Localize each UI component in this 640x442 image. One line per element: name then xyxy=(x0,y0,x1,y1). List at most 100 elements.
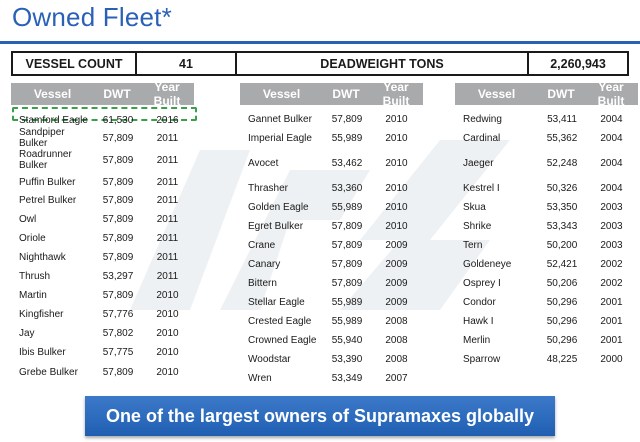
vessel-name: Stellar Eagle xyxy=(248,297,305,308)
vessel-year-built: 2016 xyxy=(156,114,179,126)
vessel-dwt: 50,296 xyxy=(546,297,578,308)
vessel-dwt: 57,809 xyxy=(102,366,134,378)
vessel-dwt: 55,989 xyxy=(331,297,363,308)
vessel-dwt: 53,297 xyxy=(102,270,134,282)
vessel-year-built: 2008 xyxy=(385,354,408,365)
vessel-dwt: 55,362 xyxy=(546,133,578,144)
vessel-dwt: 57,809 xyxy=(102,176,134,188)
vessel-year-built: 2003 xyxy=(600,240,623,251)
table-row: Kestrel I 50,326 2004 xyxy=(455,183,638,194)
vessel-name: Merlin xyxy=(463,335,491,346)
vessel-year-built: 2004 xyxy=(600,133,623,144)
vessel-dwt: 50,326 xyxy=(546,183,578,194)
vessel-year-built: 2001 xyxy=(600,297,623,308)
table-row: Cardinal 55,362 2004 xyxy=(455,133,638,144)
vessel-dwt: 53,411 xyxy=(547,114,577,125)
table-row: Martin 57,809 2010 xyxy=(11,288,194,302)
vessel-dwt: 57,809 xyxy=(102,251,134,263)
vessel-year-built: 2001 xyxy=(600,316,623,327)
vessel-dwt: 50,200 xyxy=(546,240,578,251)
table-row: Imperial Eagle 55,989 2010 xyxy=(240,133,423,144)
table-header: Vessel DWT Year Built xyxy=(240,80,423,108)
vessel-year-built: 2011 xyxy=(156,176,179,188)
table-row: Avocet 53,462 2010 xyxy=(240,158,423,169)
vessel-name: Ibis Bulker xyxy=(19,346,66,358)
vessel-dwt: 57,809 xyxy=(331,278,363,289)
summary-banner: One of the largest owners of Supramaxes … xyxy=(85,396,555,436)
table-row: Wren 53,349 2007 xyxy=(240,373,423,384)
vessel-year-built: 2010 xyxy=(385,183,408,194)
vessel-name: Petrel Bulker xyxy=(19,194,77,206)
table-row: Stamford Eagle 61,530 2016 xyxy=(11,114,194,126)
vessel-year-built: 2009 xyxy=(385,278,408,289)
vessel-name: Crane xyxy=(248,240,276,251)
vessel-year-built: 2004 xyxy=(600,114,623,125)
table-row: Merlin 50,296 2001 xyxy=(455,335,638,346)
table-row: Thrasher 53,360 2010 xyxy=(240,183,423,194)
vessel-year-built: 2011 xyxy=(156,270,179,282)
vessel-name: Martin xyxy=(19,289,47,301)
vessel-year-built: 2003 xyxy=(600,202,623,213)
vessel-name: Gannet Bulker xyxy=(248,114,312,125)
table-header: Vessel DWT Year Built xyxy=(11,80,194,108)
vessel-name: Sparrow xyxy=(463,354,501,365)
vessel-year-built: 2010 xyxy=(156,346,179,358)
vessel-dwt: 57,802 xyxy=(102,327,134,339)
vessel-year-built: 2010 xyxy=(156,366,179,378)
table-row: Woodstar 53,390 2008 xyxy=(240,354,423,365)
vessel-name: Stamford Eagle xyxy=(19,114,88,126)
table-row: Kingfisher 57,776 2010 xyxy=(11,307,194,321)
vessel-year-built: 2011 xyxy=(156,132,179,144)
table-row: Roadrunner Bulker 57,809 2011 xyxy=(11,148,194,172)
vessel-dwt: 53,462 xyxy=(331,158,363,169)
vessel-dwt: 57,809 xyxy=(331,240,363,251)
vessel-count-label: VESSEL COUNT xyxy=(13,53,137,74)
vessel-name: Crested Eagle xyxy=(248,316,312,327)
vessel-dwt: 55,989 xyxy=(331,316,363,327)
vessel-dwt: 50,296 xyxy=(546,335,578,346)
vessel-dwt: 52,248 xyxy=(546,158,578,169)
page-title: Owned Fleet* xyxy=(12,2,172,32)
vessel-dwt: 53,360 xyxy=(331,183,363,194)
vessel-year-built: 2011 xyxy=(156,194,179,206)
vessel-year-built: 2002 xyxy=(600,278,623,289)
vessel-name: Skua xyxy=(463,202,486,213)
fleet-summary-bar: VESSEL COUNT 41 DEADWEIGHT TONS 2,260,94… xyxy=(11,51,629,76)
vessel-name: Kestrel I xyxy=(463,183,500,194)
table-row: Goldeneye 52,421 2002 xyxy=(455,259,638,270)
vessel-year-built: 2001 xyxy=(600,335,623,346)
fleet-table-3: Vessel DWT Year Built Redwing 53,411 2004 C… xyxy=(455,80,638,365)
column-header-dwt: DWT xyxy=(332,87,360,101)
vessel-dwt: 57,809 xyxy=(331,221,363,232)
vessel-name: Cardinal xyxy=(463,133,501,144)
vessel-dwt: 57,809 xyxy=(102,289,134,301)
fleet-table-1: Vessel DWT Year Built Stamford Eagle 61,5… xyxy=(11,80,197,378)
table-row: Hawk I 50,296 2001 xyxy=(455,316,638,327)
table-row: Sparrow 48,225 2000 xyxy=(455,354,638,365)
vessel-dwt: 57,809 xyxy=(102,194,134,206)
table-row: Redwing 53,411 2004 xyxy=(455,114,638,125)
vessel-count-value: 41 xyxy=(137,53,237,74)
vessel-year-built: 2000 xyxy=(600,354,623,365)
vessel-year-built: 2010 xyxy=(385,133,408,144)
title-divider xyxy=(0,41,640,44)
table-row: Ibis Bulker 57,775 2010 xyxy=(11,345,194,359)
vessel-dwt: 53,349 xyxy=(331,373,363,384)
vessel-year-built: 2002 xyxy=(600,259,623,270)
vessel-year-built: 2009 xyxy=(385,297,408,308)
vessel-name: Sandpiper Bulker xyxy=(19,127,65,149)
vessel-name: Jay xyxy=(19,327,35,339)
vessel-dwt: 48,225 xyxy=(546,354,578,365)
vessel-dwt: 57,809 xyxy=(102,154,134,166)
vessel-dwt: 57,809 xyxy=(102,132,134,144)
vessel-name: Crowned Eagle xyxy=(248,335,317,346)
vessel-year-built: 2010 xyxy=(385,221,408,232)
vessel-name: Condor xyxy=(463,297,496,308)
vessel-dwt: 57,809 xyxy=(331,114,363,125)
table-row: Petrel Bulker 57,809 2011 xyxy=(11,193,194,207)
vessel-name: Redwing xyxy=(463,114,502,125)
vessel-name: Egret Bulker xyxy=(248,221,304,232)
vessel-year-built: 2009 xyxy=(385,259,408,270)
vessel-dwt: 55,989 xyxy=(331,202,363,213)
table-row: Gannet Bulker 57,809 2010 xyxy=(240,114,423,125)
